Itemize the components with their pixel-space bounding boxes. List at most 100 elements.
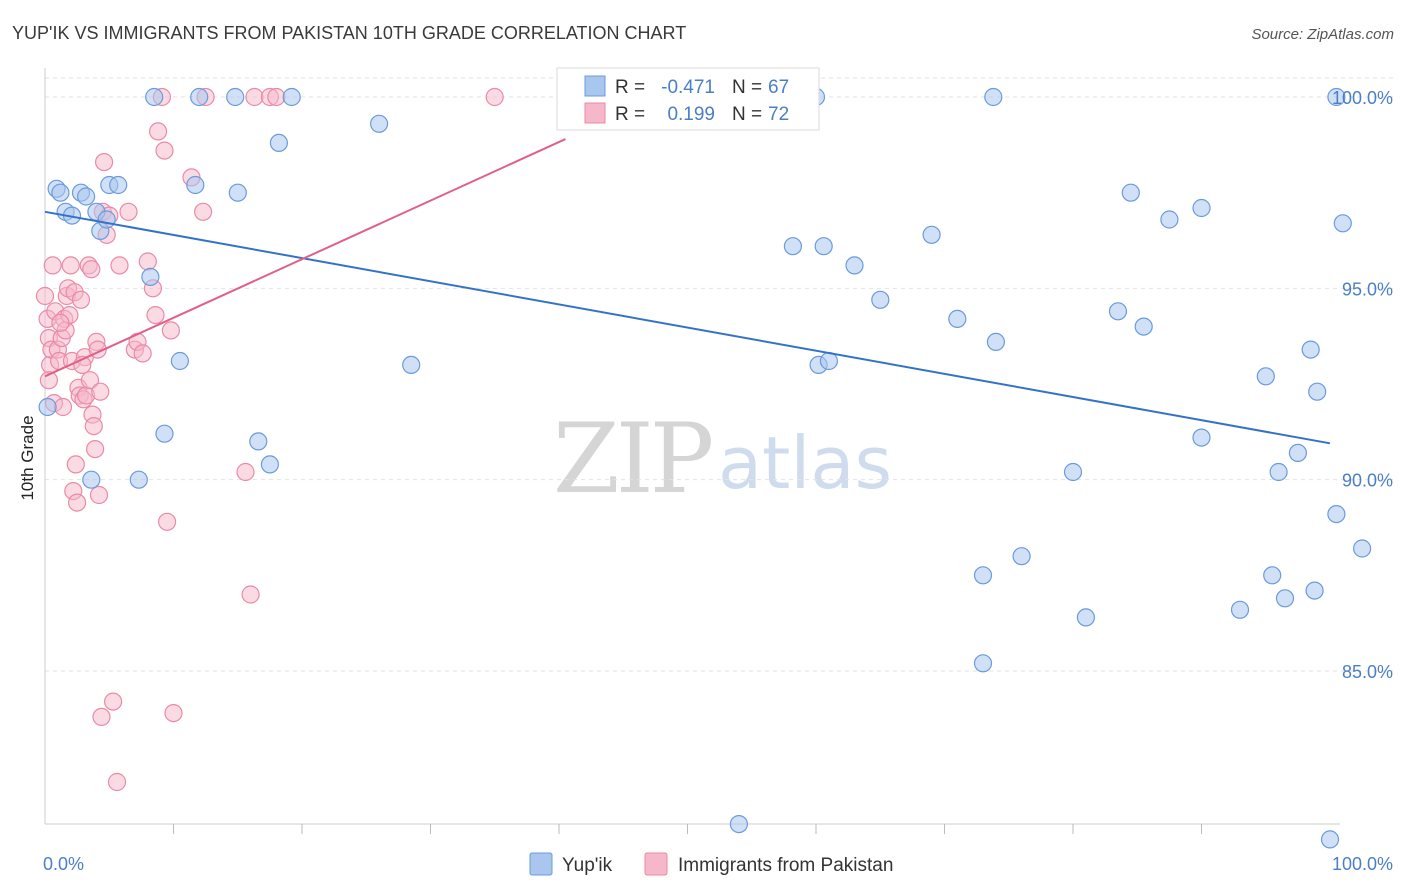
yupik-data-point xyxy=(1134,317,1153,336)
pakistan-data-point xyxy=(89,485,109,505)
yupik-data-point xyxy=(370,114,389,133)
pakistan-data-point xyxy=(103,692,123,711)
x-minor-ticks xyxy=(173,824,1202,834)
legend-swatch-yupik xyxy=(529,852,553,876)
pakistan-data-point xyxy=(66,455,85,474)
y-tick-label: 100.0% xyxy=(1332,88,1393,108)
yupik-data-point xyxy=(51,183,70,202)
yupik-data-point xyxy=(1301,340,1320,359)
pakistan-data-point xyxy=(138,252,157,271)
yupik-data-point xyxy=(1256,367,1275,386)
pakistan-data-point xyxy=(67,493,87,512)
yupik-data-point xyxy=(1305,581,1324,600)
yupik-data-point xyxy=(1288,443,1308,462)
yupik-data-point xyxy=(109,175,128,195)
pakistan-data-point xyxy=(110,256,129,275)
pakistan-data-point xyxy=(485,87,504,107)
y-axis-label: 10th Grade xyxy=(18,415,37,500)
yupik-data-point xyxy=(186,175,205,195)
pakistan-data-point xyxy=(53,397,73,417)
x-tick-label-min: 0.0% xyxy=(43,854,84,874)
legend-swatch-pakistan xyxy=(644,852,668,876)
watermark: ZIP atlas xyxy=(553,403,892,515)
x-tick-label-max: 100.0% xyxy=(1332,854,1393,874)
pakistan-data-point xyxy=(161,321,180,340)
yupik-data-point xyxy=(145,87,164,107)
yupik-data-point xyxy=(38,397,57,417)
pakistan-data-point xyxy=(43,256,62,275)
yupik-data-point xyxy=(1160,210,1179,229)
series-pakistan-points xyxy=(35,87,504,792)
yupik-data-point xyxy=(282,87,301,107)
stats-n-value-blue: 67 xyxy=(768,77,789,98)
yupik-data-point xyxy=(1308,382,1327,401)
yupik-data-point xyxy=(783,237,803,256)
yupik-data-point xyxy=(845,256,864,275)
pakistan-data-point xyxy=(85,440,105,459)
legend: Yup'ik Immigrants from Pakistan xyxy=(529,852,893,876)
pakistan-data-point xyxy=(39,371,59,390)
stats-r-label-pink: R = xyxy=(615,104,645,125)
pakistan-data-point xyxy=(107,772,127,792)
yupik-data-point xyxy=(973,566,993,585)
pakistan-data-point xyxy=(35,286,55,306)
y-tick-label: 95.0% xyxy=(1342,279,1393,299)
pakistan-data-point xyxy=(84,417,103,436)
yupik-data-point xyxy=(1063,462,1083,482)
stats-r-value-blue: -0.471 xyxy=(661,77,715,98)
stats-n-label-blue: N = xyxy=(732,77,762,98)
yupik-data-point xyxy=(260,455,279,474)
pakistan-data-point xyxy=(149,122,168,141)
yupik-data-point xyxy=(1012,547,1031,566)
yupik-data-point xyxy=(1076,608,1096,627)
yupik-data-point xyxy=(1275,589,1295,608)
pakistan-data-point xyxy=(133,344,152,363)
yupik-data-point xyxy=(871,290,890,309)
yupik-data-point xyxy=(190,87,209,107)
yupik-data-point xyxy=(986,332,1006,351)
pakistan-trend-line xyxy=(44,138,566,378)
yupik-data-point xyxy=(249,432,268,451)
yupik-data-point xyxy=(1108,302,1128,321)
stats-r-label-blue: R = xyxy=(615,77,645,98)
pakistan-data-point xyxy=(245,87,264,107)
yupik-data-point xyxy=(814,237,833,256)
yupik-data-point xyxy=(729,814,749,834)
yupik-data-point xyxy=(1333,214,1352,233)
yupik-data-point xyxy=(1352,539,1372,558)
pakistan-data-point xyxy=(267,87,286,107)
y-gridlines xyxy=(45,77,1395,672)
yupik-data-point xyxy=(1263,566,1282,585)
stats-n-value-pink: 72 xyxy=(768,104,789,125)
watermark-atlas: atlas xyxy=(718,421,892,505)
yupik-data-point xyxy=(1327,504,1346,524)
series-yupik-points xyxy=(38,87,1372,849)
yupik-data-point xyxy=(97,210,116,229)
stats-box: R = -0.471 N = 67 R = 0.199 N = 72 xyxy=(556,67,820,131)
yupik-data-point xyxy=(228,183,247,202)
stats-swatch-pink xyxy=(584,102,606,124)
yupik-data-point xyxy=(948,309,967,328)
yupik-data-point xyxy=(155,424,174,443)
yupik-data-point xyxy=(402,355,421,374)
stats-r-value-pink: 0.199 xyxy=(667,104,715,125)
yupik-data-point xyxy=(984,87,1003,107)
pakistan-data-point xyxy=(155,141,174,160)
yupik-data-point xyxy=(129,470,148,489)
stats-n-label-pink: N = xyxy=(732,104,762,125)
yupik-data-point xyxy=(226,87,245,107)
yupik-data-point xyxy=(141,267,160,286)
chart-title: YUP'IK VS IMMIGRANTS FROM PAKISTAN 10TH … xyxy=(12,23,686,43)
yupik-data-point xyxy=(1269,462,1288,482)
pakistan-data-point xyxy=(91,382,110,401)
yupik-data-point xyxy=(1230,600,1250,619)
yupik-trend-line xyxy=(44,210,1331,445)
yupik-data-point xyxy=(1320,830,1340,849)
yupik-data-point xyxy=(973,654,993,673)
pakistan-data-point xyxy=(236,462,255,482)
pakistan-data-point xyxy=(92,707,111,727)
pakistan-data-point xyxy=(146,306,165,325)
yupik-data-point xyxy=(170,351,189,371)
y-tick-labels: 85.0% 90.0% 95.0% 100.0% xyxy=(1332,88,1393,682)
